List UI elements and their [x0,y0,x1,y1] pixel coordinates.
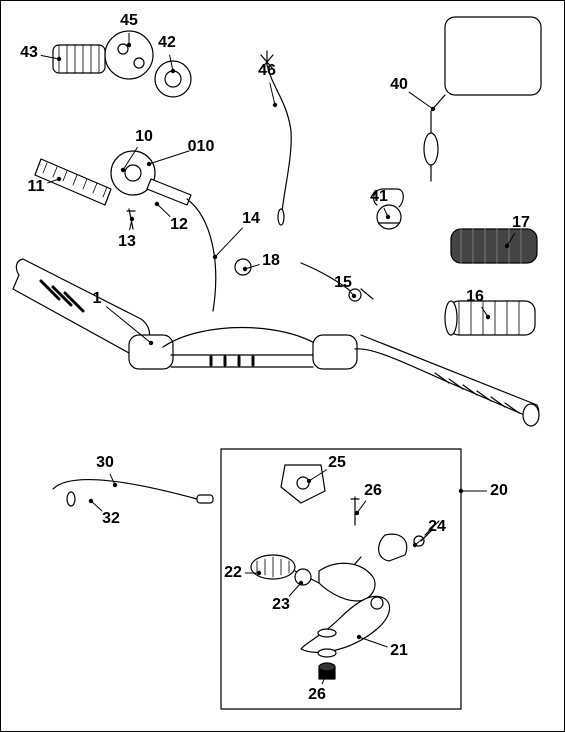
callout-label-45: 45 [120,12,138,30]
callout-label-40: 40 [390,76,408,94]
callout-label-15: 15 [334,274,352,292]
callout-label-30: 30 [96,454,114,472]
callout-label-14: 14 [242,210,260,228]
callout-label-12: 12 [170,216,188,234]
callout-label-23: 23 [272,596,290,614]
callout-label-16: 16 [466,288,484,306]
callout-label-21: 21 [390,642,408,660]
callout-label-22: 22 [224,564,242,582]
callout-label-10: 10 [135,128,153,146]
callout-label-1: 1 [93,290,102,308]
callout-label-13: 13 [118,233,136,251]
callout-label-11: 11 [28,178,45,196]
diagram-svg [1,1,565,732]
callout-label-24: 24 [428,518,446,536]
callout-label-41: 41 [370,188,388,206]
callout-label-010: 010 [188,138,215,156]
callout-label-43: 43 [20,44,38,62]
callout-label-25: 25 [328,454,346,472]
callout-label-42: 42 [158,34,176,52]
callout-label-17: 17 [512,214,530,232]
diagram-stage: 1 10 010 11 12 13 14 15 16 17 18 20 21 22 23 24 25 26 26 30… [0,0,565,732]
callout-label-32: 32 [102,510,120,528]
callout-label-18: 18 [262,252,280,270]
callout-label-26b: 26 [308,686,326,704]
callout-label-26a: 26 [364,482,382,500]
callout-label-20: 20 [490,482,508,500]
callout-label-46: 46 [258,62,276,80]
